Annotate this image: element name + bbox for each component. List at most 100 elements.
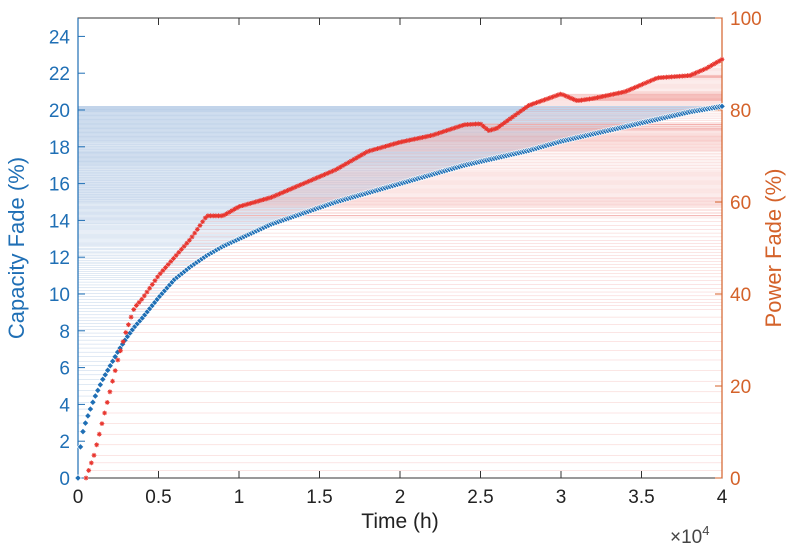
power-fade-point	[210, 213, 216, 219]
power-fade-point	[155, 274, 160, 280]
power-fade-point	[126, 322, 131, 328]
power-fade-point	[626, 87, 632, 93]
power-fade-point	[576, 98, 582, 103]
power-fade-point	[467, 121, 473, 127]
power-fade-point	[669, 74, 675, 80]
power-fade-point	[462, 122, 468, 128]
power-fade-point	[99, 421, 105, 427]
power-fade-point	[356, 154, 362, 159]
power-fade-point	[449, 126, 455, 132]
y-left-tick-label: 22	[49, 64, 70, 85]
power-fade-point	[131, 307, 137, 312]
power-fade-point	[573, 98, 579, 103]
power-fade-point	[489, 127, 494, 133]
power-fade-point	[422, 134, 428, 140]
power-fade-point	[367, 148, 372, 154]
power-fade-point	[473, 121, 478, 127]
power-fade-point	[637, 83, 643, 88]
power-fade-point	[380, 144, 386, 150]
power-fade-point	[86, 468, 92, 473]
power-fade-point	[539, 98, 545, 104]
power-fade-point	[648, 78, 653, 84]
power-fade-point	[446, 127, 452, 133]
power-fade-point	[181, 243, 187, 249]
y-axis-right: 0 20 40 60 80 100	[715, 9, 762, 490]
power-fade-point	[279, 190, 285, 196]
power-fade-point	[515, 110, 521, 116]
power-fade-point	[157, 271, 163, 277]
power-fade-point	[287, 186, 293, 192]
power-fade-point	[361, 151, 367, 156]
power-fade-point	[213, 213, 219, 219]
power-fade-point	[171, 256, 176, 261]
power-fade-point	[420, 134, 425, 140]
capacity-fade-point	[84, 412, 92, 420]
power-fade-point	[306, 178, 312, 184]
power-fade-point	[693, 70, 698, 76]
power-fade-point	[409, 137, 415, 143]
power-fade-point	[242, 202, 248, 208]
power-fade-point	[322, 172, 327, 177]
power-fade-point	[584, 97, 590, 102]
power-fade-point	[661, 74, 667, 80]
power-fade-point	[316, 174, 322, 180]
power-fade-point	[459, 123, 465, 128]
power-fade-point	[290, 185, 296, 191]
power-fade-point	[112, 368, 118, 374]
power-fade-point	[314, 175, 319, 181]
power-fade-point	[234, 205, 240, 211]
y-left-tick-label: 16	[49, 175, 70, 196]
y-left-tick-label: 8	[59, 322, 70, 343]
power-fade-point	[550, 94, 555, 100]
power-fade-point	[269, 194, 274, 200]
capacity-fade-point	[104, 366, 112, 374]
power-fade-point	[481, 123, 486, 129]
power-fade-point	[385, 143, 391, 148]
power-fade-point	[616, 90, 622, 96]
power-fade-point	[295, 183, 301, 189]
x-tick-label: 2.5	[467, 487, 493, 508]
capacity-fade-point	[718, 102, 726, 110]
power-fade-point	[277, 191, 282, 197]
power-fade-point	[118, 348, 123, 354]
power-fade-point	[226, 209, 232, 215]
power-fade-point	[597, 94, 603, 100]
power-fade-point	[706, 64, 712, 70]
capacity-fade-point	[79, 427, 87, 436]
power-fade-point	[629, 86, 635, 92]
power-fade-point	[653, 76, 659, 81]
x-multiplier-base: ×10	[670, 527, 702, 545]
power-fade-point	[147, 285, 153, 291]
power-fade-point	[433, 131, 439, 137]
power-fade-point	[613, 91, 619, 97]
power-fade-point	[179, 246, 184, 252]
power-fade-point	[581, 97, 587, 103]
power-fade-point	[531, 101, 537, 106]
power-fade-point	[202, 215, 208, 221]
power-fade-point	[391, 141, 396, 147]
power-fade-point	[528, 102, 534, 107]
y-right-tick-label: 0	[730, 469, 741, 490]
power-fade-point	[483, 126, 489, 132]
power-fade-point	[674, 74, 680, 79]
power-fade-point	[404, 138, 410, 144]
power-fade-point	[494, 125, 500, 131]
power-fade-point	[340, 163, 346, 168]
power-fade-point	[425, 133, 431, 139]
power-fade-point	[618, 90, 624, 95]
power-fade-point	[192, 230, 198, 236]
power-fade-point	[592, 95, 598, 101]
power-fade-point	[353, 155, 359, 161]
power-fade-point	[687, 72, 693, 78]
power-fade-point	[221, 212, 227, 218]
power-fade-point	[258, 197, 264, 203]
power-fade-point	[523, 105, 529, 110]
capacity-fade-point	[96, 381, 104, 389]
power-fade-point	[388, 142, 394, 148]
power-fade-point	[645, 79, 651, 85]
power-fade-point	[719, 57, 725, 62]
power-fade-point	[563, 93, 569, 99]
power-fade-point	[139, 297, 145, 302]
